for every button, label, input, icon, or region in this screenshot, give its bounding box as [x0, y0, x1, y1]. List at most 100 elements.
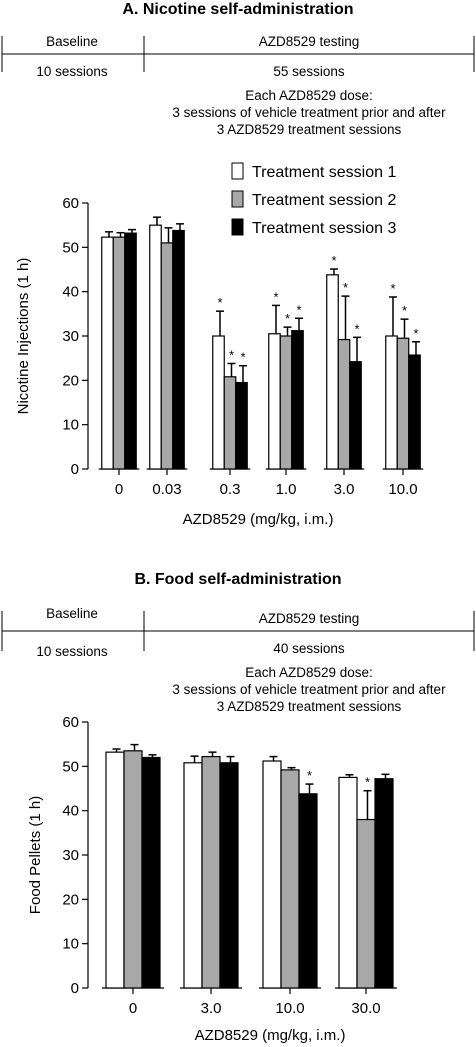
- food-y-axis-label: Food Pellets (1 h): [27, 796, 44, 914]
- bar-session-2: [396, 337, 410, 470]
- significance-star: *: [217, 295, 222, 310]
- y-tick-label: 30: [62, 847, 79, 864]
- bar-session-3: [172, 229, 185, 470]
- panel-a-timeline: [1, 36, 475, 72]
- bar-session-3: [408, 354, 421, 470]
- y-tick-label: 40: [62, 284, 79, 301]
- bar-session-1: [262, 760, 282, 989]
- x-tick-label: 1.0: [276, 481, 297, 498]
- significance-star: *: [390, 281, 395, 296]
- x-tick-label: 0: [115, 481, 123, 498]
- significance-star: *: [365, 775, 370, 790]
- food-chart-axes: 0 10 20 30 40 50 60 0 3.0 10.0 30.0: [62, 714, 397, 1017]
- bar-session-2: [337, 338, 351, 470]
- dose-note-line: 3 AZD8529 treatment sessions: [217, 122, 402, 137]
- testing-label: AZD8529 testing: [259, 34, 360, 49]
- bar-session-1: [212, 335, 225, 470]
- bar-session-1: [149, 224, 162, 470]
- bar-session-3: [374, 778, 394, 989]
- y-tick-label: 50: [62, 758, 79, 775]
- significance-star: *: [285, 311, 290, 326]
- food-x-axis-label: AZD8529 (mg/kg, i.m.): [195, 1027, 346, 1044]
- significance-star: *: [331, 253, 336, 268]
- baseline-label: Baseline: [46, 606, 98, 621]
- legend-swatch-session-1: [231, 162, 244, 180]
- dose-note-line: 3 sessions of vehicle treatment prior an…: [172, 105, 446, 120]
- bar-session-3: [349, 361, 362, 470]
- dose-note-line: 3 AZD8529 treatment sessions: [217, 699, 402, 714]
- testing-sessions: 40 sessions: [273, 641, 345, 656]
- significance-star: *: [354, 321, 359, 336]
- bar-session-3: [219, 762, 239, 989]
- bar-session-2: [280, 769, 300, 989]
- y-tick-label: 10: [62, 936, 79, 953]
- testing-sessions: 55 sessions: [273, 64, 345, 79]
- legend-swatch-session-2: [231, 190, 244, 208]
- bar-session-1: [268, 333, 281, 470]
- y-tick-label: 20: [62, 891, 79, 908]
- bar-session-3: [298, 793, 318, 989]
- legend-label: Treatment session 3: [252, 220, 396, 237]
- y-tick-label: 0: [71, 461, 79, 478]
- x-tick-label: 0: [129, 1000, 137, 1017]
- bar-session-2: [123, 750, 143, 989]
- y-tick-label: 60: [62, 195, 79, 212]
- bar-session-2: [112, 236, 126, 470]
- bar-session-2: [223, 376, 237, 470]
- baseline-label: Baseline: [46, 34, 98, 49]
- bar-session-1: [183, 762, 203, 989]
- bar-session-1: [385, 335, 398, 470]
- food-chart-bars: **: [105, 743, 394, 989]
- baseline-sessions: 10 sessions: [36, 644, 108, 659]
- y-tick-label: 50: [62, 239, 79, 256]
- x-tick-label: 0.3: [220, 481, 241, 498]
- y-tick-label: 30: [62, 328, 79, 345]
- x-tick-label: 10.0: [275, 1000, 304, 1017]
- y-tick-label: 60: [62, 714, 79, 731]
- y-tick-label: 0: [71, 980, 79, 997]
- legend-label: Treatment session 1: [252, 164, 396, 181]
- x-tick-label: 10.0: [388, 481, 417, 498]
- nicotine-chart-bars: * * * * * * * * * * * *: [101, 216, 421, 470]
- bar-session-1: [101, 236, 114, 470]
- significance-star: *: [307, 768, 312, 783]
- significance-star: *: [413, 326, 418, 341]
- x-tick-label: 0.03: [152, 481, 181, 498]
- x-tick-label: 30.0: [351, 1000, 380, 1017]
- panel-a-header: A. Nicotine self-administration Baseline…: [1, 1, 475, 137]
- significance-star: *: [402, 303, 407, 318]
- significance-star: *: [296, 302, 301, 317]
- panel-a-title: A. Nicotine self-administration: [122, 1, 353, 18]
- significance-star: *: [273, 289, 278, 304]
- significance-star: *: [229, 347, 234, 362]
- dose-note-line: 3 sessions of vehicle treatment prior an…: [172, 682, 446, 697]
- significance-star: *: [240, 350, 245, 365]
- bar-session-1: [105, 751, 125, 989]
- y-tick-label: 40: [62, 803, 79, 820]
- x-tick-label: 3.0: [334, 481, 355, 498]
- testing-label: AZD8529 testing: [259, 611, 360, 626]
- bar-session-2: [201, 755, 221, 989]
- dose-note-line: Each AZD8529 dose:: [245, 88, 373, 103]
- significance-star: *: [343, 280, 348, 295]
- panel-b-header: B. Food self-administration Baseline AZD…: [1, 571, 475, 714]
- bar-session-3: [141, 756, 161, 989]
- bar-session-1: [326, 274, 339, 470]
- bar-session-2: [279, 335, 293, 470]
- bar-session-2: [160, 242, 174, 470]
- y-tick-label: 10: [62, 417, 79, 434]
- panel-b-title: B. Food self-administration: [134, 571, 341, 588]
- dose-note-line: Each AZD8529 dose:: [245, 665, 373, 680]
- legend-label: Treatment session 2: [252, 192, 396, 209]
- nicotine-x-axis-label: AZD8529 (mg/kg, i.m.): [183, 511, 334, 528]
- bar-session-3: [291, 330, 304, 470]
- x-tick-label: 3.0: [201, 1000, 222, 1017]
- bar-session-1: [338, 776, 358, 989]
- legend-swatch-session-3: [231, 218, 244, 236]
- nicotine-y-axis-label: Nicotine Injections (1 h): [15, 258, 32, 415]
- legend: Treatment session 1 Treatment session 2 …: [231, 162, 396, 237]
- bar-session-3: [124, 232, 137, 470]
- panel-b-timeline: [1, 611, 475, 651]
